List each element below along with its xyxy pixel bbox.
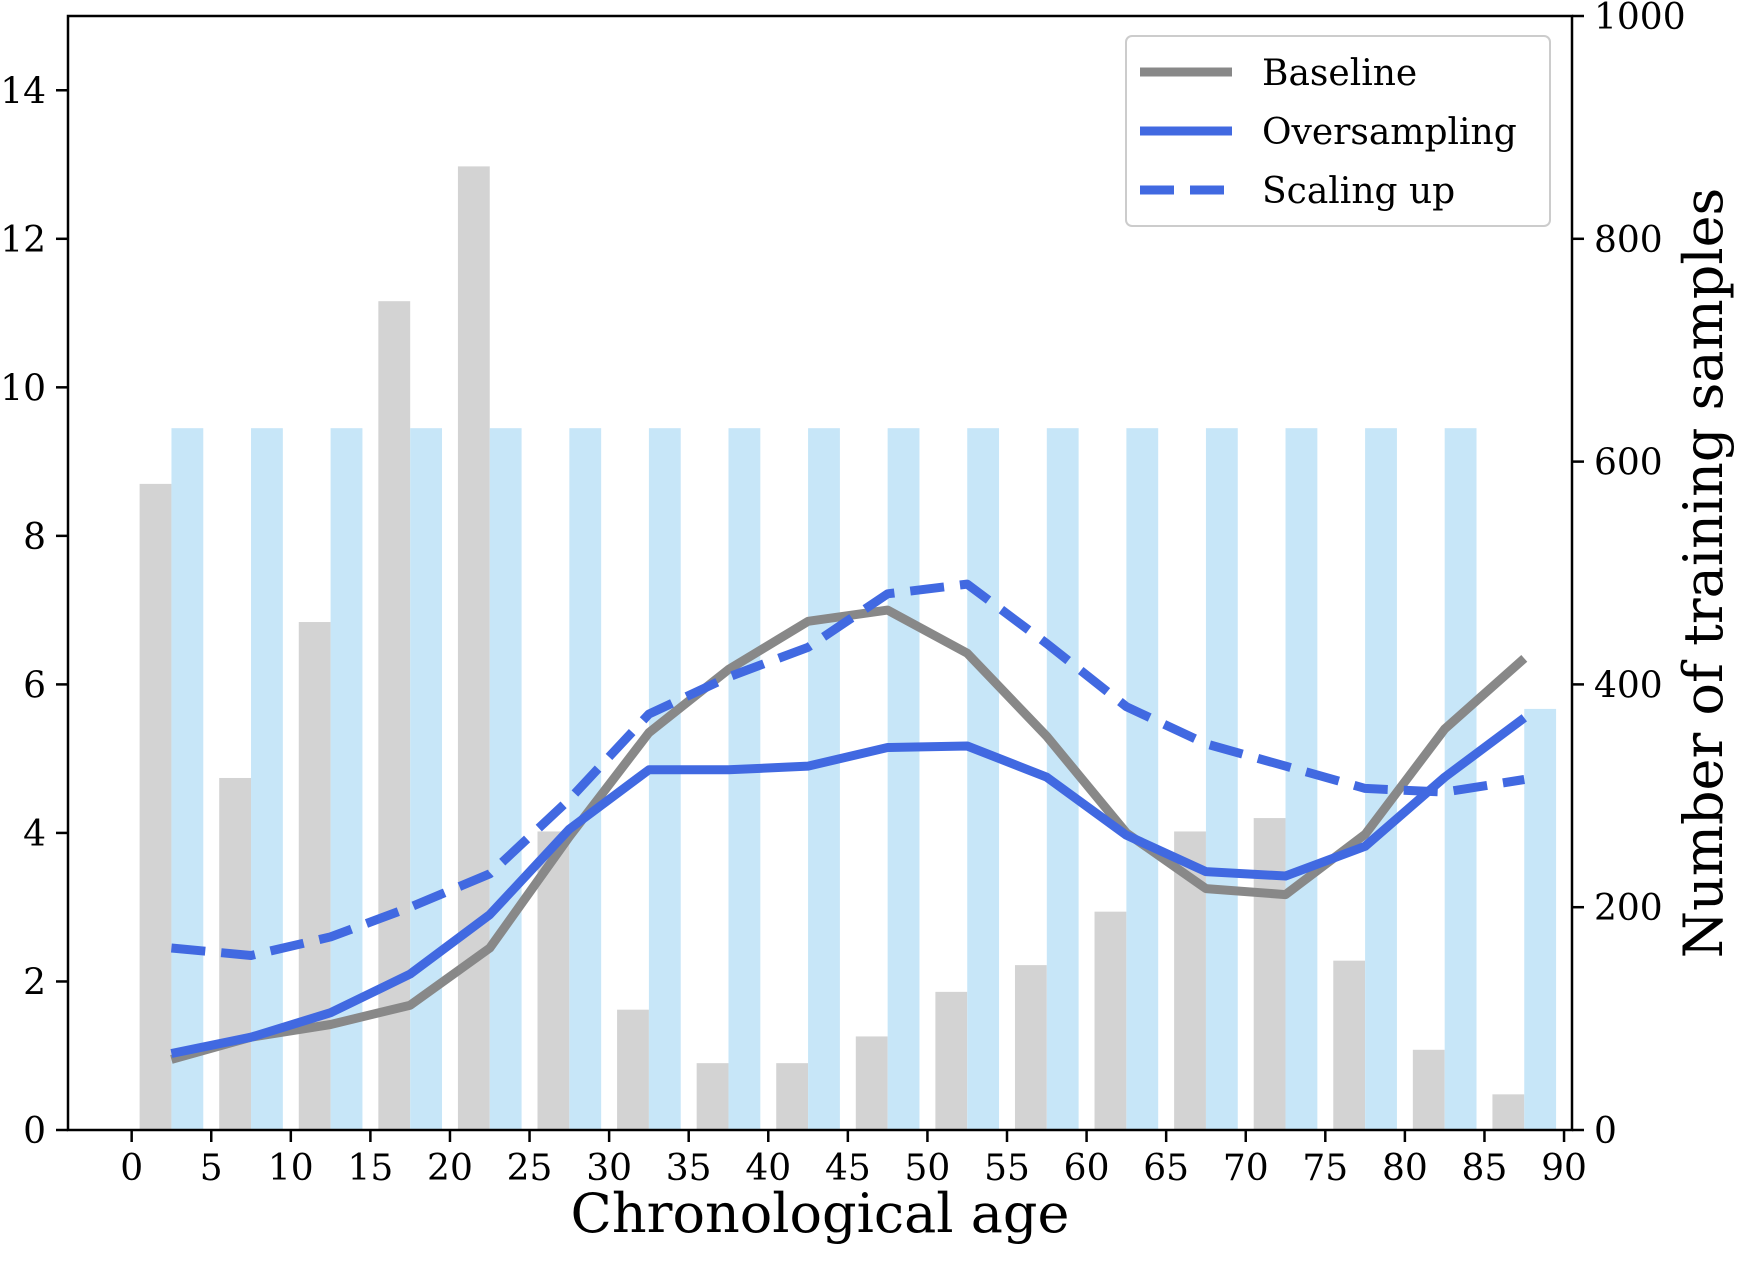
y-right-tick-label: 400 [1594,665,1663,706]
y-right-tick-label: 600 [1594,443,1663,484]
bar-group2-13 [1205,428,1238,1130]
y-right-tick-label: 800 [1594,220,1663,261]
y-left-axis-ticks: 0 2 4 6 8 10 12 14 [0,71,68,1152]
bar-group2-12 [1126,428,1159,1130]
x-tick-label: 5 [200,1148,223,1189]
bar-group1-11 [1014,965,1047,1130]
bar-group2-8 [808,428,840,1130]
x-tick-label: 30 [586,1148,632,1189]
bar-group1-16 [1412,1049,1445,1130]
bar-group2-3 [410,428,443,1130]
x-tick-label: 80 [1382,1148,1428,1189]
x-tick-label: 40 [745,1148,791,1189]
y-left-tick-label: 10 [0,368,46,409]
legend-entries: Baseline Oversampling Scaling up [1140,53,1517,212]
x-tick-label: 60 [1064,1148,1110,1189]
bar-group2-14 [1285,428,1318,1130]
series-line-scaling-up [170,579,1526,960]
x-tick-label: 20 [427,1148,473,1189]
y-right-tick-label: 0 [1594,1111,1617,1152]
legend-label-baseline: Baseline [1262,53,1417,94]
bar-group2-7 [728,428,761,1130]
x-tick-label: 0 [120,1148,143,1189]
bar-group2-17 [1524,708,1557,1130]
x-tick-label: 35 [666,1148,712,1189]
bar-group1-14 [1253,818,1286,1130]
y-left-tick-label: 0 [23,1111,46,1152]
legend-box [1125,35,1551,227]
y-left-tick-label: 2 [23,962,46,1003]
bar-group2-10 [967,428,1000,1130]
plot-frame [66,14,1574,1132]
x-tick-label: 15 [347,1148,393,1189]
x-tick-label: 45 [825,1148,871,1189]
x-tick-label: 10 [268,1148,314,1189]
bar-group1-9 [855,1036,888,1130]
bar-group1-2 [298,622,331,1130]
bar-group2-4 [489,428,522,1130]
y-left-tick-label: 8 [23,517,46,558]
x-tick-label: 75 [1302,1148,1348,1189]
bar-group1-7 [696,1063,729,1130]
legend-label-scaling-up: Scaling up [1262,171,1455,212]
x-tick-label: 55 [984,1148,1030,1189]
bar-group1-17 [1492,1094,1525,1130]
bar-group2-1 [251,428,283,1130]
bar-group1-0 [139,483,172,1130]
y-right-axis-ticks: 0 200 400 600 800 1000 [1572,0,1686,1152]
lines-layer [170,579,1528,1064]
y-left-tick-label: 12 [0,220,46,261]
bar-group1-10 [935,991,968,1130]
bar-group1-15 [1333,960,1366,1130]
y-right-tick-label: 200 [1594,888,1663,929]
x-tick-label: 50 [905,1148,951,1189]
x-tick-label: 70 [1223,1148,1269,1189]
y-right-tick-label: 1000 [1594,0,1686,38]
bar-group2-0 [171,428,204,1130]
y-left-tick-label: 4 [23,814,46,855]
series-line-oversampling [170,714,1527,1058]
x-tick-label: 90 [1541,1148,1587,1189]
bar-group1-6 [617,1009,649,1130]
bars-layer [139,166,1557,1131]
y-left-tick-label: 6 [23,665,46,706]
bar-group2-15 [1365,428,1397,1130]
bar-group1-8 [776,1063,809,1130]
x-axis-ticks: 0 5 10 15 20 25 30 35 40 45 50 55 60 65 70 75 80 85 90 [120,1130,1587,1189]
y-left-tick-label: 14 [0,71,46,112]
bar-group1-12 [1094,911,1127,1130]
x-tick-label: 85 [1462,1148,1508,1189]
y-right-axis-label: Number of training samples [1672,188,1735,959]
x-tick-label: 25 [507,1148,553,1189]
legend: Baseline Oversampling Scaling up [1125,35,1551,227]
x-tick-label: 65 [1143,1148,1189,1189]
bar-group1-4 [457,166,490,1130]
x-axis-label: Chronological age [571,1182,1070,1245]
legend-label-oversampling: Oversampling [1262,112,1517,153]
bar-group2-9 [887,428,920,1130]
bar-group2-16 [1444,428,1477,1130]
bar-group2-6 [648,428,681,1130]
